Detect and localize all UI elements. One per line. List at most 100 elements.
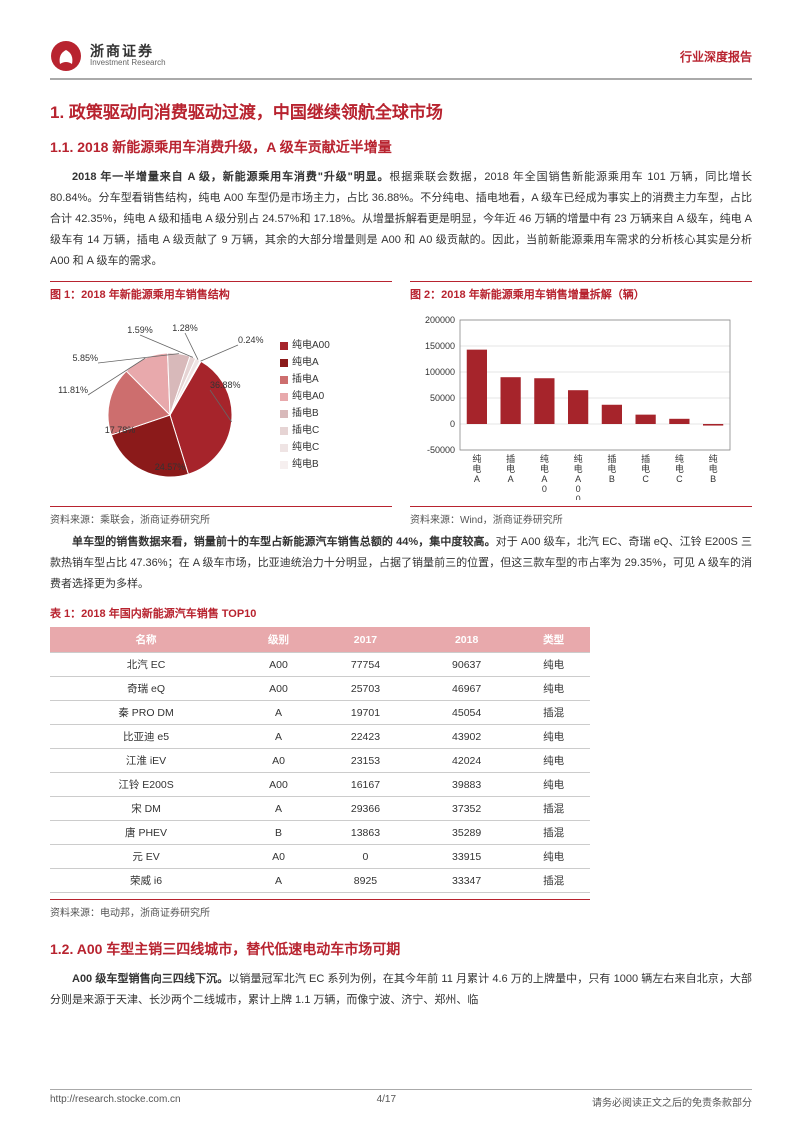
table-row: 宋 DMA2936637352插混 — [50, 797, 590, 821]
table-cell: A00 — [242, 677, 315, 701]
svg-text:0.24%: 0.24% — [238, 335, 264, 345]
svg-text:插: 插 — [607, 453, 616, 464]
svg-text:电: 电 — [607, 463, 616, 474]
svg-text:电: 电 — [506, 463, 515, 474]
p1-rest: 根据乘联会数据，2018 年全国销售新能源乘用车 101 万辆，同比增长 80.… — [50, 171, 752, 267]
bar-chart: -50000050000100000150000200000纯电A插电A纯电A0… — [410, 310, 740, 500]
svg-text:24.57%: 24.57% — [155, 462, 186, 472]
svg-text:B: B — [710, 474, 716, 484]
p3-bold: A00 级车型销售向三四线下沉。 — [72, 973, 228, 985]
table-cell: 45054 — [416, 701, 517, 725]
svg-text:电: 电 — [641, 463, 650, 474]
table-cell: 39883 — [416, 773, 517, 797]
svg-text:1.28%: 1.28% — [172, 323, 198, 333]
table-cell: 插混 — [517, 869, 590, 893]
table-cell: 插混 — [517, 821, 590, 845]
section-heading-1-1: 1.1. 2018 新能源乘用车消费升级，A 级车贡献近半增量 — [50, 137, 752, 157]
svg-text:50000: 50000 — [430, 393, 455, 403]
table-cell: 纯电 — [517, 725, 590, 749]
table-cell: A — [242, 725, 315, 749]
table-row: 荣威 i6A892533347插混 — [50, 869, 590, 893]
bar — [703, 424, 723, 426]
table-cell: A00 — [242, 653, 315, 677]
pie-chart: 36.88%24.57%17.78%11.81%5.85%1.59%1.28%0… — [50, 315, 270, 495]
table-cell: 比亚迪 e5 — [50, 725, 242, 749]
svg-text:200000: 200000 — [425, 315, 455, 325]
table-cell: 插混 — [517, 701, 590, 725]
table1-source: 资料来源：电动邦，浙商证券研究所 — [50, 899, 590, 919]
svg-text:11.81%: 11.81% — [58, 385, 88, 395]
svg-text:0: 0 — [576, 484, 581, 494]
svg-text:纯: 纯 — [675, 453, 684, 464]
legend-item: 插电A — [280, 371, 330, 388]
table-header-cell: 类型 — [517, 627, 590, 653]
chart2-container: 图 2：2018 年新能源乘用车销售增量拆解（辆） -5000005000010… — [410, 281, 752, 526]
pie-legend: 纯电A00纯电A插电A纯电A0插电B插电C纯电C纯电B — [280, 337, 330, 473]
svg-text:100000: 100000 — [425, 367, 455, 377]
table-cell: 元 EV — [50, 845, 242, 869]
svg-text:纯: 纯 — [574, 453, 583, 464]
bar — [669, 419, 689, 424]
chart1-title: 图 1：2018 年新能源乘用车销售结构 — [50, 281, 392, 302]
svg-text:36.88%: 36.88% — [210, 380, 241, 390]
table-cell: 江铃 E200S — [50, 773, 242, 797]
table-row: 比亚迪 e5A2242343902纯电 — [50, 725, 590, 749]
table-row: 奇瑞 eQA002570346967纯电 — [50, 677, 590, 701]
table-cell: 22423 — [315, 725, 416, 749]
top10-table: 名称级别20172018类型 北汽 ECA007775490637纯电奇瑞 eQ… — [50, 627, 590, 893]
paragraph-2: 单车型的销售数据来看，销量前十的车型占新能源汽车销售总额的 44%，集中度较高。… — [50, 532, 752, 595]
legend-item: 插电B — [280, 405, 330, 422]
section-heading-1: 1. 政策驱动向消费驱动过渡，中国继续领航全球市场 — [50, 98, 752, 123]
svg-text:B: B — [609, 474, 615, 484]
svg-text:电: 电 — [574, 463, 583, 474]
table-cell: A0 — [242, 749, 315, 773]
table1-title: 表 1：2018 年国内新能源汽车销售 TOP10 — [50, 605, 752, 621]
chart2-source: 资料来源：Wind，浙商证券研究所 — [410, 506, 752, 526]
table-cell: 荣威 i6 — [50, 869, 242, 893]
svg-text:纯: 纯 — [709, 453, 718, 464]
table-cell: 42024 — [416, 749, 517, 773]
logo-block: 浙商证券 Investment Research — [50, 40, 166, 72]
svg-text:电: 电 — [540, 463, 549, 474]
chart1-source: 资料来源：乘联会，浙商证券研究所 — [50, 506, 392, 526]
legend-item: 纯电A — [280, 354, 330, 371]
footer-url: http://research.stocke.com.cn — [50, 1094, 181, 1109]
svg-text:插: 插 — [641, 453, 650, 464]
table-cell: 19701 — [315, 701, 416, 725]
table-cell: 江淮 iEV — [50, 749, 242, 773]
page-header: 浙商证券 Investment Research 行业深度报告 — [50, 40, 752, 80]
table-cell: 23153 — [315, 749, 416, 773]
table-row: 元 EVA0033915纯电 — [50, 845, 590, 869]
footer-disclaimer: 请务必阅读正文之后的免责条款部分 — [592, 1094, 752, 1109]
table-cell: 8925 — [315, 869, 416, 893]
bar — [602, 405, 622, 424]
table-row: 唐 PHEVB1386335289插混 — [50, 821, 590, 845]
table-cell: 25703 — [315, 677, 416, 701]
svg-text:5.85%: 5.85% — [72, 353, 98, 363]
table-cell: 33915 — [416, 845, 517, 869]
table-cell: B — [242, 821, 315, 845]
table-cell: A00 — [242, 773, 315, 797]
svg-text:0: 0 — [576, 494, 581, 500]
svg-text:0: 0 — [450, 419, 455, 429]
table-cell: A0 — [242, 845, 315, 869]
svg-text:电: 电 — [675, 463, 684, 474]
table-cell: 35289 — [416, 821, 517, 845]
company-logo-icon — [50, 40, 82, 72]
svg-text:A: A — [474, 474, 480, 484]
table-row: 北汽 ECA007775490637纯电 — [50, 653, 590, 677]
doc-type-label: 行业深度报告 — [680, 48, 752, 65]
table-cell: 16167 — [315, 773, 416, 797]
table-cell: 纯电 — [517, 653, 590, 677]
svg-text:电: 电 — [709, 463, 718, 474]
table-cell: 纯电 — [517, 845, 590, 869]
section-heading-1-2: 1.2. A00 车型主销三四线城市，替代低速电动车市场可期 — [50, 939, 752, 959]
table-header-cell: 名称 — [50, 627, 242, 653]
legend-item: 插电C — [280, 422, 330, 439]
legend-item: 纯电B — [280, 456, 330, 473]
table-cell: 唐 PHEV — [50, 821, 242, 845]
table-cell: 90637 — [416, 653, 517, 677]
table-cell: 秦 PRO DM — [50, 701, 242, 725]
paragraph-1: 2018 年一半增量来自 A 级，新能源乘用车消费"升级"明显。根据乘联会数据，… — [50, 167, 752, 271]
table-cell: 33347 — [416, 869, 517, 893]
